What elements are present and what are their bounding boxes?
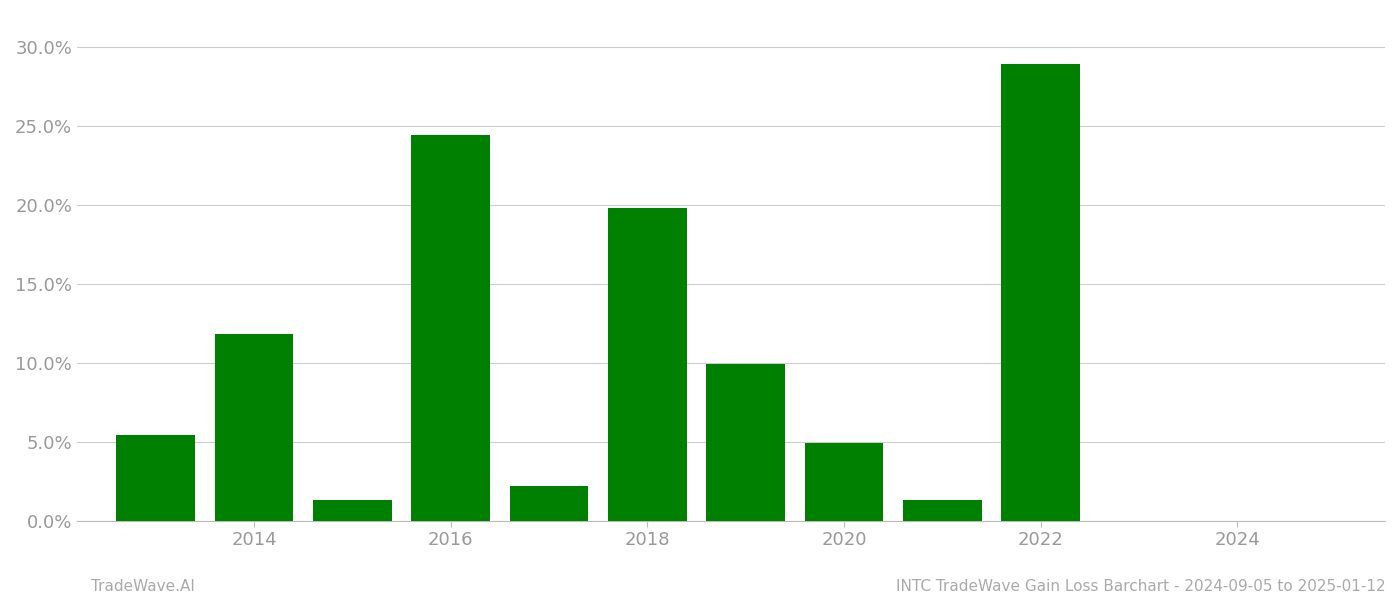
Bar <box>805 443 883 521</box>
Bar <box>214 334 294 521</box>
Bar <box>412 135 490 521</box>
Bar <box>116 435 195 521</box>
Bar <box>1001 64 1081 521</box>
Bar <box>707 364 785 521</box>
Text: TradeWave.AI: TradeWave.AI <box>91 579 195 594</box>
Bar <box>314 500 392 521</box>
Bar <box>608 208 687 521</box>
Bar <box>510 486 588 521</box>
Text: INTC TradeWave Gain Loss Barchart - 2024-09-05 to 2025-01-12: INTC TradeWave Gain Loss Barchart - 2024… <box>896 579 1386 594</box>
Bar <box>903 500 981 521</box>
